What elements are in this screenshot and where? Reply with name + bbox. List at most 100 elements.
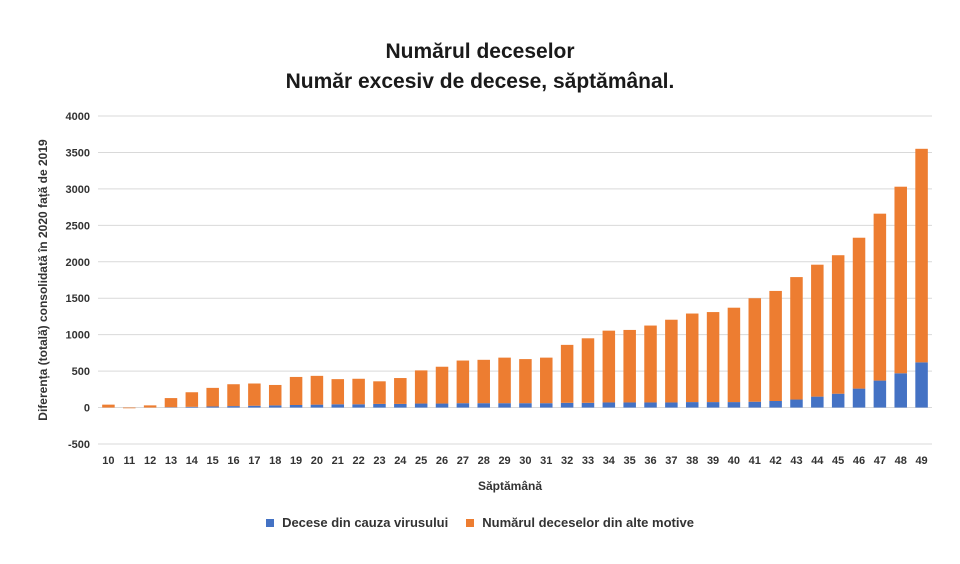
x-tick-label: 40 xyxy=(728,455,740,467)
bar-virus xyxy=(560,402,574,408)
legend-label: Numărul deceselor din alte motive xyxy=(482,515,694,530)
y-tick-label: 2000 xyxy=(66,257,90,269)
y-tick-label: 0 xyxy=(84,403,90,415)
bar-virus xyxy=(915,362,928,408)
bar-virus xyxy=(644,402,657,408)
x-tick-label: 39 xyxy=(707,455,719,467)
x-tick-label: 46 xyxy=(853,455,865,467)
x-tick-label: 49 xyxy=(915,455,927,467)
bar-other-causes xyxy=(456,360,470,404)
bar-other-causes xyxy=(352,378,365,405)
x-tick-label: 10 xyxy=(102,455,114,467)
x-axis-title: Săptămână xyxy=(478,479,542,493)
x-tick-label: 15 xyxy=(207,455,219,467)
bar-virus xyxy=(477,403,490,408)
y-tick-label: 4000 xyxy=(66,111,90,123)
x-tick-label: 19 xyxy=(290,455,302,467)
x-tick-label: 16 xyxy=(227,455,239,467)
bar-virus xyxy=(394,403,407,408)
bar-other-causes xyxy=(602,330,616,403)
x-tick-label: 47 xyxy=(874,455,886,467)
bar-virus xyxy=(811,396,824,408)
bar-virus xyxy=(498,403,511,408)
legend-label: Decese din cauza virusului xyxy=(282,515,449,530)
x-tick-label: 14 xyxy=(186,455,199,467)
bar-other-causes xyxy=(644,325,657,403)
x-tick-label: 44 xyxy=(811,455,824,467)
bar-other-causes xyxy=(414,370,428,404)
bar-other-causes xyxy=(519,359,532,404)
bar-virus xyxy=(831,393,845,408)
x-tick-label: 12 xyxy=(144,455,156,467)
x-tick-label: 28 xyxy=(478,455,490,467)
bar-other-causes xyxy=(769,290,782,401)
x-tick-label: 25 xyxy=(415,455,427,467)
bar-other-causes xyxy=(706,312,720,403)
bar-other-causes xyxy=(477,359,490,404)
bar-virus xyxy=(206,406,219,408)
x-tick-label: 17 xyxy=(248,455,260,467)
bar-other-causes xyxy=(873,213,887,381)
bar-other-causes xyxy=(373,381,386,404)
bar-other-causes xyxy=(581,338,595,403)
y-tick-label: 500 xyxy=(72,366,90,378)
bar-other-causes xyxy=(540,357,553,404)
x-tick-label: 30 xyxy=(519,455,531,467)
chart-title: Numărul deceselor xyxy=(385,40,575,63)
bar-virus xyxy=(873,380,887,408)
bar-other-causes xyxy=(790,277,803,400)
bar-other-causes xyxy=(748,298,762,402)
x-tick-label: 26 xyxy=(436,455,448,467)
bar-virus xyxy=(331,404,345,408)
x-tick-label: 22 xyxy=(353,455,365,467)
x-tick-label: 24 xyxy=(394,455,407,467)
bar-virus xyxy=(685,402,699,408)
x-tick-label: 45 xyxy=(832,455,844,467)
x-tick-label: 35 xyxy=(624,455,636,467)
x-tick-label: 21 xyxy=(332,455,344,467)
bar-virus xyxy=(352,404,365,408)
bar-other-causes xyxy=(268,384,282,406)
legend-swatch xyxy=(266,518,275,527)
bar-other-causes xyxy=(206,387,219,407)
chart-subtitle: Număr excesiv de decese, săptămânal. xyxy=(285,70,675,93)
bar-virus xyxy=(289,405,303,408)
bar-other-causes xyxy=(123,407,136,409)
x-tick-label: 32 xyxy=(561,455,573,467)
bar-virus xyxy=(790,399,803,408)
bar-other-causes xyxy=(394,378,407,404)
bar-virus xyxy=(894,373,907,408)
bar-other-causes xyxy=(665,319,678,403)
bar-other-causes xyxy=(623,329,636,403)
legend-item-virus: Decese din cauza virusului xyxy=(266,515,448,530)
bar-virus xyxy=(623,402,636,408)
bar-virus xyxy=(373,403,386,408)
bar-virus xyxy=(414,403,428,408)
y-axis-title: Diferența (totală) consolidată în 2020 f… xyxy=(36,139,50,421)
x-tick-label: 20 xyxy=(311,455,323,467)
bar-other-causes xyxy=(143,405,157,408)
bar-other-causes xyxy=(435,366,449,404)
bar-virus xyxy=(435,403,449,408)
legend-item-other: Numărul deceselor din alte motive xyxy=(466,515,694,530)
bar-other-causes xyxy=(560,344,574,403)
y-tick-label: 3000 xyxy=(66,184,90,196)
bar-virus xyxy=(769,400,782,408)
bar-virus xyxy=(602,402,616,408)
x-tick-label: 27 xyxy=(457,455,469,467)
bar-virus xyxy=(268,405,282,408)
bar-virus xyxy=(727,402,741,408)
x-tick-label: 41 xyxy=(749,455,761,467)
bar-other-causes xyxy=(227,384,240,407)
bar-other-causes xyxy=(331,379,345,405)
bar-other-causes xyxy=(685,313,699,403)
x-tick-label: 18 xyxy=(269,455,281,467)
x-tick-label: 11 xyxy=(123,455,135,467)
bar-virus xyxy=(519,403,532,408)
x-tick-label: 37 xyxy=(665,455,677,467)
x-tick-label: 38 xyxy=(686,455,698,467)
bar-virus xyxy=(227,406,240,408)
x-tick-label: 48 xyxy=(895,455,907,467)
bar-other-causes xyxy=(915,148,928,363)
